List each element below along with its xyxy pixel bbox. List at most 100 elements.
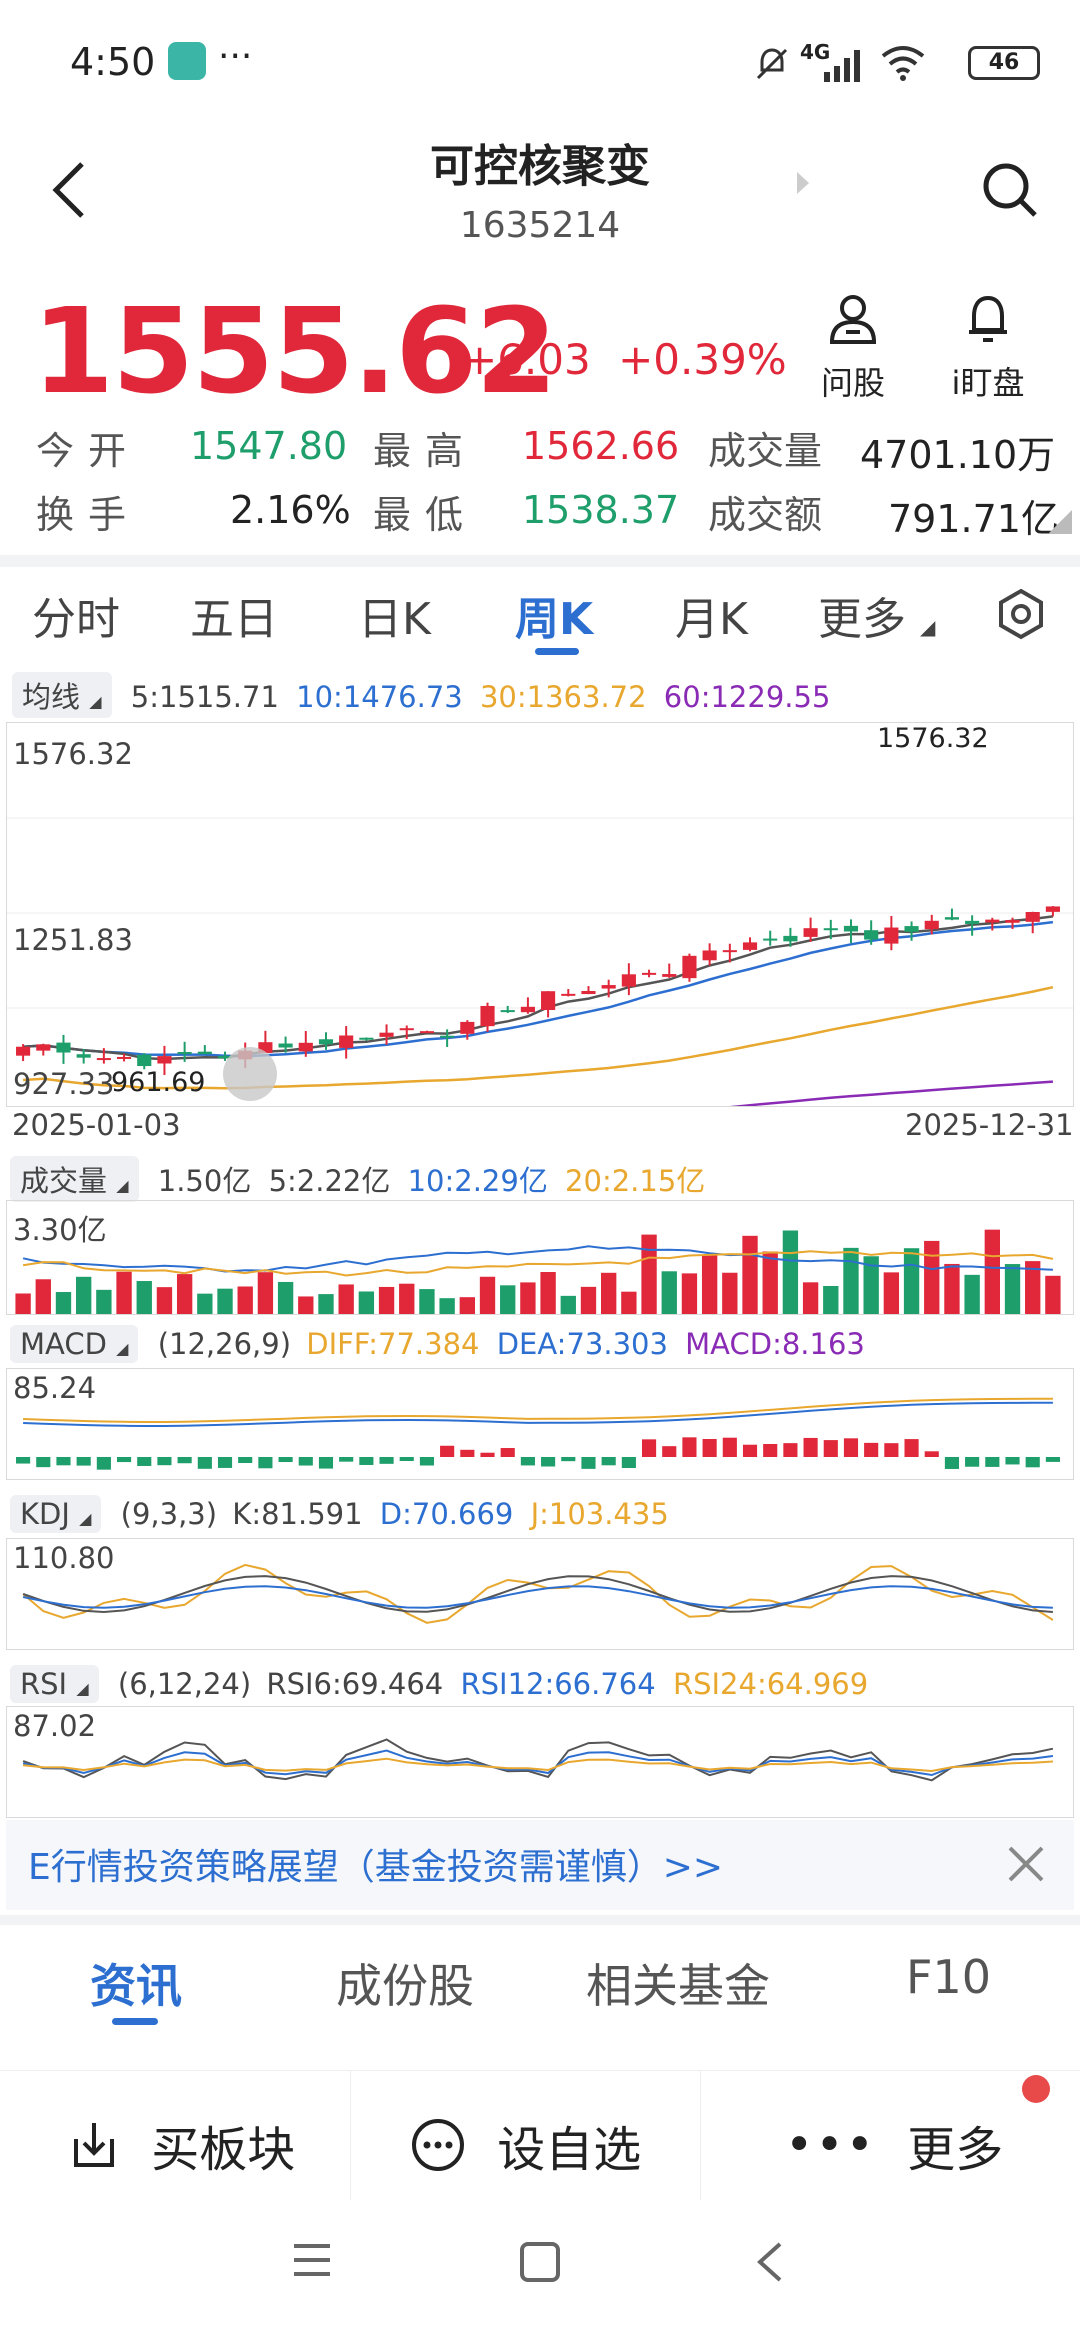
ma-selector-label: 均线 (22, 680, 81, 714)
volume-bar (217, 1288, 233, 1314)
macd-bar (742, 1444, 758, 1457)
macd-bar (904, 1439, 919, 1457)
watch-board-button[interactable]: i盯盘 (918, 290, 1058, 404)
macd-bar (1005, 1457, 1020, 1465)
volume-bar (641, 1234, 657, 1314)
stat-label-low: 最低 (373, 493, 478, 537)
kdj-chart[interactable]: 110.80 (6, 1538, 1074, 1650)
volume-bar (601, 1272, 617, 1314)
candle-body (1045, 906, 1060, 912)
candle-body (36, 1044, 51, 1051)
volume-max-label: 3.30亿 (13, 1213, 107, 1247)
back-nav-icon[interactable] (752, 2240, 788, 2284)
volume-bar (802, 1282, 819, 1314)
volume-bar (358, 1291, 375, 1314)
bottom-action-bar (0, 2070, 1080, 2210)
battery-indicator: 46 (968, 46, 1040, 80)
macd-bar (541, 1457, 556, 1467)
home-nav-icon[interactable] (518, 2240, 562, 2284)
kline-chart[interactable]: 1576.32 1251.83 927.33 961.69 1576.32 (6, 722, 1074, 1107)
tab-weekly-k[interactable]: 周K (515, 594, 594, 645)
tab-intraday[interactable]: 分时 (32, 594, 120, 645)
more-circle-icon (412, 2119, 464, 2171)
volume-bar (924, 1240, 940, 1314)
rsi-svg (22, 1738, 1054, 1782)
macd-bar (137, 1457, 152, 1466)
ma5-value: 5:1515.71 (130, 680, 279, 714)
close-icon[interactable] (1006, 1844, 1046, 1884)
divider (0, 1915, 1080, 1925)
tab-five-day[interactable]: 五日 (190, 594, 278, 645)
drawing-tool-button[interactable] (223, 1047, 277, 1101)
volume-bar (96, 1289, 112, 1314)
current-price: 1555.62 (32, 282, 557, 420)
candle-body (722, 950, 737, 953)
news-banner[interactable]: E行情投资策略展望（基金投资需谨慎）>> (6, 1820, 1074, 1910)
rsi-selector[interactable]: RSI ◢ (10, 1665, 99, 1703)
candle-body (359, 1037, 374, 1040)
search-icon[interactable] (980, 160, 1040, 220)
volume-bar (176, 1274, 193, 1314)
buy-sector-button[interactable]: 买板块 (68, 2110, 295, 2180)
rsi-params: (6,12,24) (117, 1667, 252, 1701)
volume-bar (823, 1285, 839, 1314)
macd-dea: DEA:73.303 (496, 1327, 668, 1361)
volume-ma5: 5:2.22亿 (268, 1164, 391, 1198)
volume-ma10-line (22, 1245, 1053, 1273)
stat-label-open: 今开 (36, 429, 141, 473)
ask-stock-button[interactable]: 问股 (783, 290, 923, 404)
volume-bar (762, 1251, 778, 1314)
ma60-value: 60:1229.55 (663, 680, 831, 714)
volume-chart[interactable]: 3.30亿 (6, 1200, 1074, 1315)
macd-selector[interactable]: MACD ◢ (10, 1325, 139, 1363)
tab-f10[interactable]: F10 (906, 1950, 991, 2004)
active-tab-indicator (535, 648, 579, 655)
volume-legend: 成交量 ◢ 1.50亿 5:2.22亿 10:2.29亿 20:2.15亿 (10, 1156, 705, 1202)
macd-bar (480, 1452, 495, 1457)
volume-selector[interactable]: 成交量 ◢ (10, 1156, 139, 1202)
rsi24-line (22, 1757, 1053, 1773)
tab-constituents[interactable]: 成份股 (336, 1959, 474, 2013)
back-icon[interactable] (50, 160, 90, 220)
macd-bar (621, 1457, 636, 1469)
macd-max-label: 85.24 (13, 1371, 97, 1405)
rsi-chart[interactable]: 87.02 (6, 1706, 1074, 1818)
next-arrow-icon[interactable] (795, 170, 811, 196)
ma-legend: 均线 ◢ 5:1515.71 10:1476.73 30:1363.72 60:… (12, 672, 830, 718)
tab-more-label: 更多 (818, 594, 906, 645)
candle-body (843, 925, 859, 932)
kdj-selector[interactable]: KDJ ◢ (10, 1495, 102, 1533)
kline-svg (7, 817, 1073, 1106)
menu-nav-icon[interactable] (290, 2240, 334, 2280)
bell-icon (969, 295, 1007, 342)
notification-dot (1022, 2075, 1050, 2103)
macd-bar (662, 1446, 677, 1457)
tab-daily-k[interactable]: 日K (358, 594, 431, 645)
candle-body (96, 1058, 111, 1061)
more-button[interactable]: ••• 更多 (785, 2110, 1003, 2180)
tab-related-funds[interactable]: 相关基金 (586, 1959, 770, 2013)
volume-bar (318, 1294, 334, 1314)
tab-news[interactable]: 资讯 (90, 1959, 182, 2013)
add-watchlist-button[interactable]: 设自选 (410, 2110, 641, 2180)
kline-high-label: 1576.32 (13, 737, 133, 771)
volume-ma10: 10:2.29亿 (407, 1164, 548, 1198)
stat-value-amount: 791.71亿 (888, 497, 1059, 541)
volume-bar (964, 1274, 980, 1314)
macd-chart[interactable]: 85.24 (6, 1368, 1074, 1480)
macd-bar (823, 1440, 838, 1457)
volume-bar (742, 1235, 758, 1314)
volume-bar (883, 1272, 900, 1314)
candle-body (985, 919, 1000, 923)
ma-selector[interactable]: 均线 ◢ (12, 672, 112, 718)
tab-more[interactable]: 更多 ◢ (818, 583, 935, 647)
macd-bar (763, 1443, 778, 1457)
buy-sector-label: 买板块 (151, 2122, 296, 2178)
expand-corner-icon[interactable] (1048, 510, 1072, 534)
bottom-tab-indicator (112, 2018, 158, 2025)
news-banner-text[interactable]: E行情投资策略展望（基金投资需谨慎）>> (28, 1847, 724, 1888)
settings-icon[interactable] (995, 588, 1047, 640)
tab-monthly-k[interactable]: 月K (675, 594, 748, 645)
bar-divider (700, 2070, 701, 2200)
volume-bar (520, 1282, 536, 1314)
